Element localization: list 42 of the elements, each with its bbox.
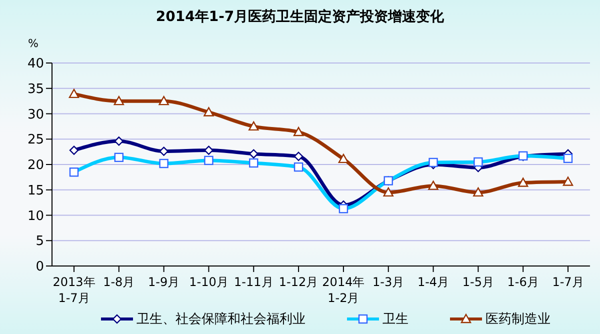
point — [204, 107, 214, 116]
x-tick-label: 1-8月 — [103, 275, 135, 289]
point — [473, 187, 484, 197]
legend-label: 卫生 — [382, 311, 408, 328]
x-tick-label: 1-12月 — [278, 275, 318, 289]
point — [114, 136, 124, 146]
x-tick-label: 1-4月 — [417, 275, 450, 289]
point — [562, 176, 574, 186]
legend-label: 卫生、社会保障和社会福利业 — [136, 311, 306, 328]
point — [114, 96, 124, 106]
y-axis-title: % — [28, 37, 38, 50]
point — [428, 180, 438, 190]
point — [383, 187, 394, 197]
x-tick-label: 2013年 1-7月 — [52, 275, 96, 305]
point — [518, 178, 528, 187]
x-tick-label: 1-10月 — [189, 275, 228, 289]
y-tick-label: 40 — [27, 56, 44, 72]
y-tick-label: 10 — [27, 208, 44, 224]
y-tick-label: 15 — [27, 183, 44, 198]
point — [338, 154, 349, 164]
point — [249, 149, 258, 158]
x-tick-label: 1-6月 — [507, 275, 539, 289]
chart-title: 2014年1-7月医药卫生固定资产投资增速变化 — [154, 8, 446, 26]
x-tick-label: 1-7月 — [552, 275, 584, 289]
point — [248, 121, 259, 131]
y-tick-label: 35 — [27, 82, 44, 97]
y-tick-label: 20 — [27, 158, 44, 174]
y-tick-label: 5 — [36, 234, 44, 250]
point — [293, 126, 304, 136]
point — [294, 152, 304, 161]
point — [69, 146, 79, 155]
x-tick-label: 1-11月 — [234, 275, 274, 289]
y-tick-label: 0 — [36, 260, 44, 275]
x-tick-label: 1-5月 — [462, 275, 494, 289]
point — [158, 96, 169, 106]
y-tick-label: 30 — [27, 107, 44, 122]
x-tick-label: 1-3月 — [372, 275, 404, 289]
point — [68, 88, 80, 98]
x-tick-label: 1-9月 — [148, 275, 180, 289]
x-tick-label: 2014年 1-2月 — [322, 275, 365, 305]
y-tick-label: 25 — [27, 132, 44, 148]
legend-label: 医药制造业 — [486, 311, 550, 328]
